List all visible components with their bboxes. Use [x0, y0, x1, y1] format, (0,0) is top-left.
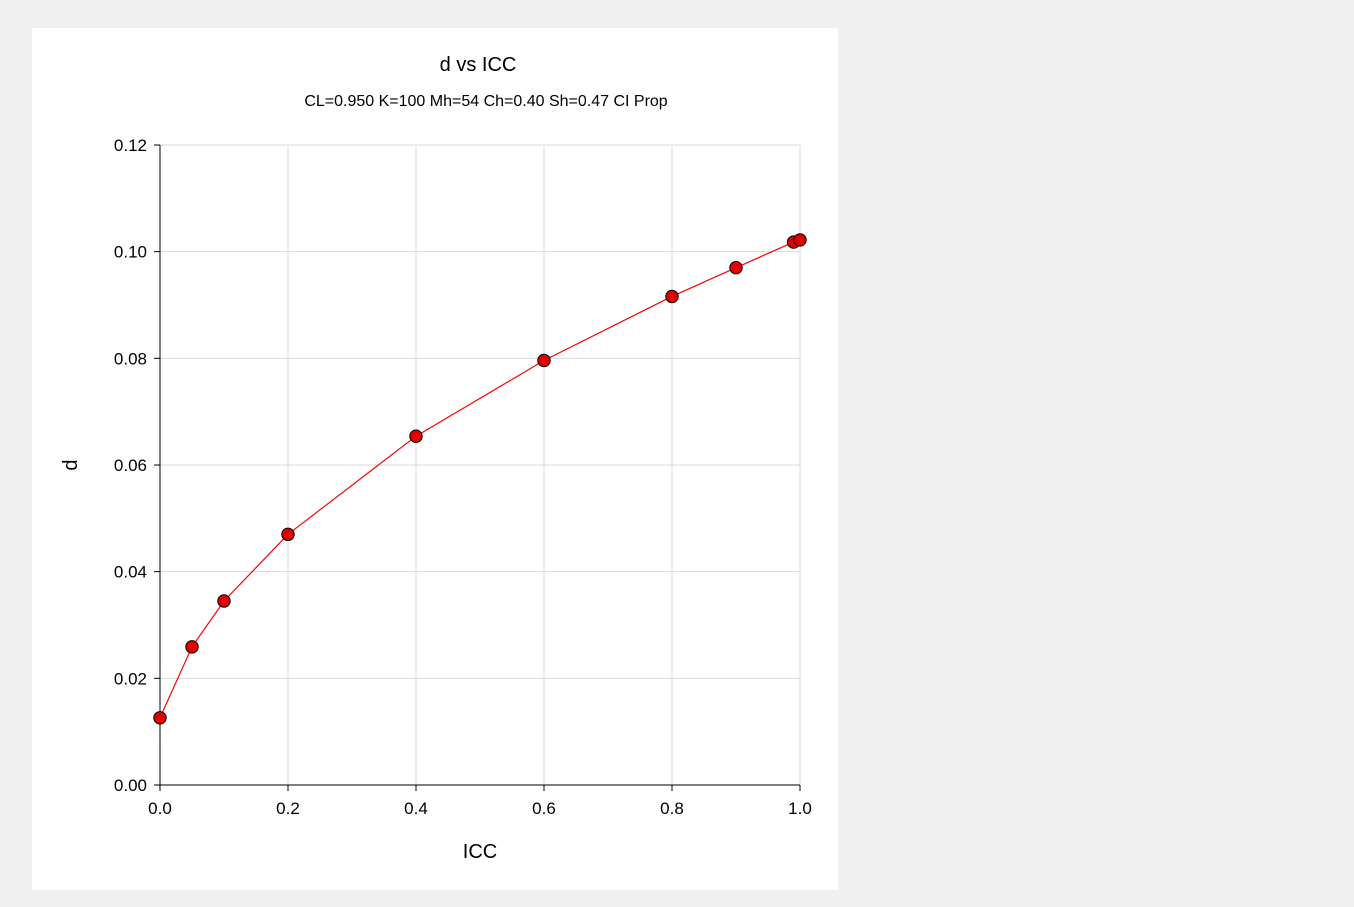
- data-series: [153, 233, 807, 725]
- y-axis-label: d: [60, 459, 82, 470]
- y-tick-label: 0.12: [114, 136, 147, 155]
- data-point: [537, 353, 551, 368]
- data-point: [281, 527, 295, 542]
- chart-title: d vs ICC: [440, 54, 517, 76]
- data-point: [217, 594, 231, 608]
- tick-labels: 0.0 0.2 0.4 0.6 0.8 1.0 0.00 0.02 0.04 0.06 0.08 0.…: [114, 136, 812, 818]
- y-tick-label: 0.08: [114, 349, 147, 368]
- data-point: [153, 711, 167, 725]
- x-tick-label: 0.2: [276, 799, 300, 818]
- x-tick-label: 0.4: [404, 799, 428, 818]
- x-tick-label: 0.6: [532, 799, 556, 818]
- data-point: [729, 260, 743, 275]
- y-tick-label: 0.10: [114, 243, 147, 262]
- chart-panel: d vs ICC CL=0.950 K=100 Mh=54 Ch=0.40 Sh…: [32, 28, 838, 890]
- y-tick-label: 0.00: [114, 776, 147, 795]
- data-point: [409, 429, 423, 443]
- data-point: [793, 233, 807, 247]
- chart-subtitle: CL=0.950 K=100 Mh=54 Ch=0.40 Sh=0.47 CI …: [304, 93, 667, 110]
- x-tick-label: 1.0: [788, 799, 812, 818]
- y-tick-label: 0.04: [114, 563, 147, 582]
- scatter-chart: d vs ICC CL=0.950 K=100 Mh=54 Ch=0.40 Sh…: [60, 54, 812, 863]
- axes: [154, 144, 801, 791]
- grid-lines: [160, 144, 801, 785]
- x-axis-label: ICC: [463, 841, 497, 863]
- y-tick-label: 0.06: [114, 456, 147, 475]
- y-tick-label: 0.02: [114, 669, 147, 688]
- data-point: [665, 289, 679, 304]
- x-tick-label: 0.0: [148, 799, 172, 818]
- series-line: [159, 239, 801, 719]
- x-tick-label: 0.8: [660, 799, 684, 818]
- data-point: [185, 640, 199, 654]
